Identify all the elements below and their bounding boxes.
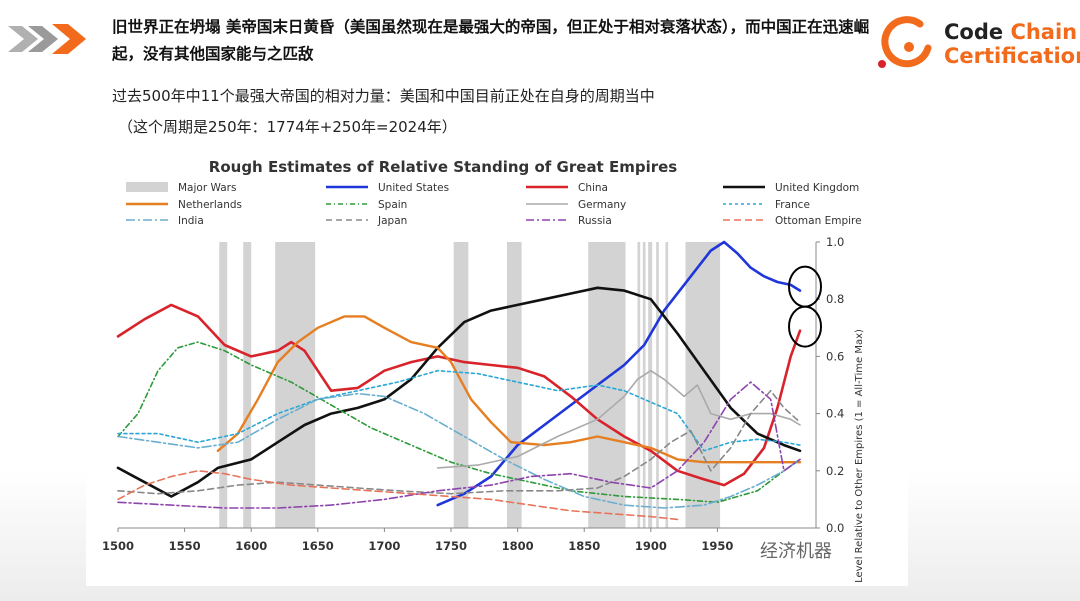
war-band-3 (453, 242, 469, 528)
highlight-circle-china (788, 305, 823, 348)
y-tick-label-4: 0.8 (826, 292, 844, 306)
war-band-1 (243, 242, 252, 528)
legend-russia-label: Russia (578, 215, 612, 227)
x-tick-label-1600: 1600 (235, 539, 267, 553)
logo-word-certification: Certification (944, 44, 1080, 68)
chevron-gray-2 (28, 26, 58, 52)
subtitle-line-2: （这个周期是250年：1774年+250年=2024年） (118, 118, 457, 136)
x-tick-label-1750: 1750 (435, 539, 467, 553)
legend-china-label: China (578, 182, 608, 194)
x-tick-label-1950: 1950 (701, 539, 733, 553)
war-band-10 (665, 242, 669, 528)
x-tick-label-1850: 1850 (568, 539, 600, 553)
code-chain-logo: Code Chain Certification (876, 14, 1080, 74)
series-line-france (117, 369, 801, 452)
war-band-4 (506, 242, 522, 528)
y-tick-label-2: 0.4 (826, 407, 844, 421)
legend-major-wars-swatch (126, 182, 168, 192)
y-tick-label-1: 0.2 (826, 464, 844, 478)
watermark: 经济机器 (760, 541, 832, 562)
subtitle-line-1: 过去500年中11个最强大帝国的相对力量：美国和中国目前正处在自身的周期当中 (112, 87, 655, 105)
war-band-6 (637, 242, 641, 528)
logo-text: Code Chain Certification (944, 20, 1080, 68)
series-line-russia (117, 381, 801, 509)
chart-legend: Major Wars United States China United Kingd… (126, 182, 862, 227)
headline: 旧世界正在坍塌 美帝国末日黄昏（美国虽然现在是最强大的帝国，但正处于相对衰落状态… (112, 18, 870, 63)
series-line-united-states (436, 240, 802, 507)
legend-india-label: India (178, 215, 204, 227)
war-band-7 (642, 242, 646, 528)
logo-ring-icon (878, 16, 932, 68)
y-tick-label-3: 0.6 (826, 349, 844, 363)
war-band-0 (219, 242, 228, 528)
x-tick-label-1900: 1900 (635, 539, 667, 553)
series-line-ottoman-empire (117, 470, 679, 521)
logo-word-code: Code (944, 20, 1004, 44)
war-band-8 (648, 242, 653, 528)
x-tick-label-1500: 1500 (102, 539, 134, 553)
series-line-india (117, 392, 801, 509)
legend-germany-label: Germany (578, 199, 626, 211)
chevron-arrows-icon (8, 24, 86, 54)
legend-spain-label: Spain (378, 199, 407, 211)
chart-axes: 1500 1550 1600 1650 1700 1750 1800 1850 1900 1950… (102, 235, 844, 553)
legend-united-kingdom-label: United Kingdom (775, 182, 859, 194)
legend-netherlands-label: Netherlands (178, 199, 242, 211)
series-line-japan (117, 389, 801, 495)
x-tick-label-1800: 1800 (502, 539, 534, 553)
legend-france-label: France (775, 199, 810, 211)
x-tick-label-1550: 1550 (169, 539, 201, 553)
legend-united-states-label: United States (378, 182, 449, 194)
war-band-5 (588, 242, 626, 528)
y-axis-label: Level Relative to Other Empires (1 = All… (854, 329, 865, 583)
series-line-netherlands (216, 315, 802, 464)
chevron-orange (52, 24, 86, 54)
x-tick-label-1650: 1650 (302, 539, 334, 553)
series-line-china (116, 303, 802, 487)
y-tick-label-0: 0.0 (826, 521, 844, 535)
x-tick-label-1700: 1700 (368, 539, 400, 553)
highlight-circles (788, 265, 823, 348)
series-lines (116, 240, 802, 521)
legend-major-wars-label: Major Wars (178, 182, 236, 194)
war-band-9 (656, 242, 659, 528)
legend-ottoman-empire-label: Ottoman Empire (775, 215, 862, 227)
legend-japan-label: Japan (377, 215, 407, 227)
logo-word-chain: Chain (1010, 20, 1078, 44)
series-line-germany (436, 369, 801, 469)
series-line-united-kingdom (116, 286, 802, 498)
chart-title: Rough Estimates of Relative Standing of … (209, 158, 677, 176)
empires-line-chart: Rough Estimates of Relative Standing of … (102, 158, 865, 583)
chevron-gray-1 (8, 26, 38, 52)
chart-card: Rough Estimates of Relative Standing of … (86, 144, 908, 586)
y-tick-label-5: 1.0 (826, 235, 844, 249)
